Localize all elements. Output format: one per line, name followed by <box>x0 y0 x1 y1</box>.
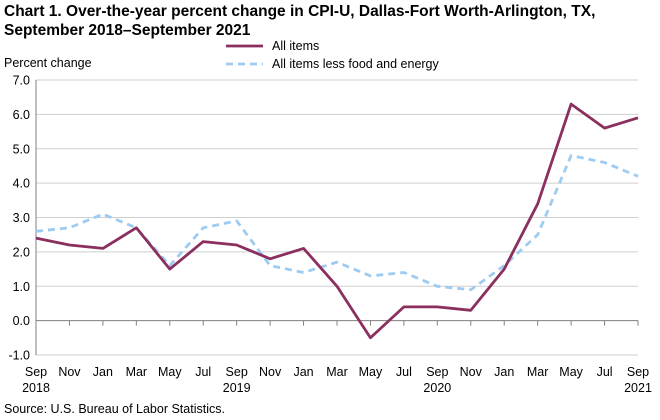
y-tick-label: 3.0 <box>13 211 30 225</box>
x-tick-label: Nov <box>58 365 81 379</box>
x-tick-label: Mar <box>527 365 549 379</box>
series-line-all-items-less-food-and-energy <box>35 154 639 292</box>
x-tick-label: Mar <box>326 365 348 379</box>
y-axis-label: Percent change <box>4 56 92 70</box>
x-tick-label: Sep <box>226 365 248 379</box>
x-tick-label: Jul <box>396 365 412 379</box>
x-tick-label: Sep <box>627 365 649 379</box>
y-tick-label: 6.0 <box>13 108 30 122</box>
x-tick-label: Jan <box>293 365 313 379</box>
source-note: Source: U.S. Bureau of Labor Statistics. <box>4 402 225 416</box>
y-tick-label: 7.0 <box>13 74 30 88</box>
x-tick-year-label: 2018 <box>22 381 50 395</box>
x-tick-year-label: 2021 <box>624 381 652 395</box>
legend-label: All items less food and energy <box>272 57 440 71</box>
y-tick-label: 5.0 <box>13 142 30 156</box>
chart-title: Chart 1. Over-the-year percent change in… <box>4 3 596 39</box>
x-tick-label: May <box>359 365 383 379</box>
legend-label: All items <box>272 39 319 53</box>
x-tick-label: May <box>559 365 583 379</box>
x-tick-label: Sep <box>25 365 47 379</box>
x-tick-year-label: 2020 <box>423 381 451 395</box>
x-tick-label: Mar <box>126 365 148 379</box>
y-tick-label: 4.0 <box>13 177 30 191</box>
y-tick-label: 0.0 <box>13 314 30 328</box>
x-tick-year-label: 2019 <box>223 381 251 395</box>
x-tick-label: Nov <box>460 365 483 379</box>
x-tick-label: Jan <box>494 365 514 379</box>
x-tick-label: Sep <box>426 365 448 379</box>
y-tick-label: 2.0 <box>13 245 30 259</box>
x-tick-label: Jul <box>597 365 613 379</box>
x-tick-label: Jul <box>195 365 211 379</box>
y-tick-label: 1.0 <box>13 280 30 294</box>
x-tick-label: Nov <box>259 365 282 379</box>
x-tick-label: May <box>158 365 182 379</box>
y-tick-label: -1.0 <box>8 349 30 363</box>
series-line-all-items <box>35 102 639 340</box>
x-tick-label: Jan <box>93 365 113 379</box>
